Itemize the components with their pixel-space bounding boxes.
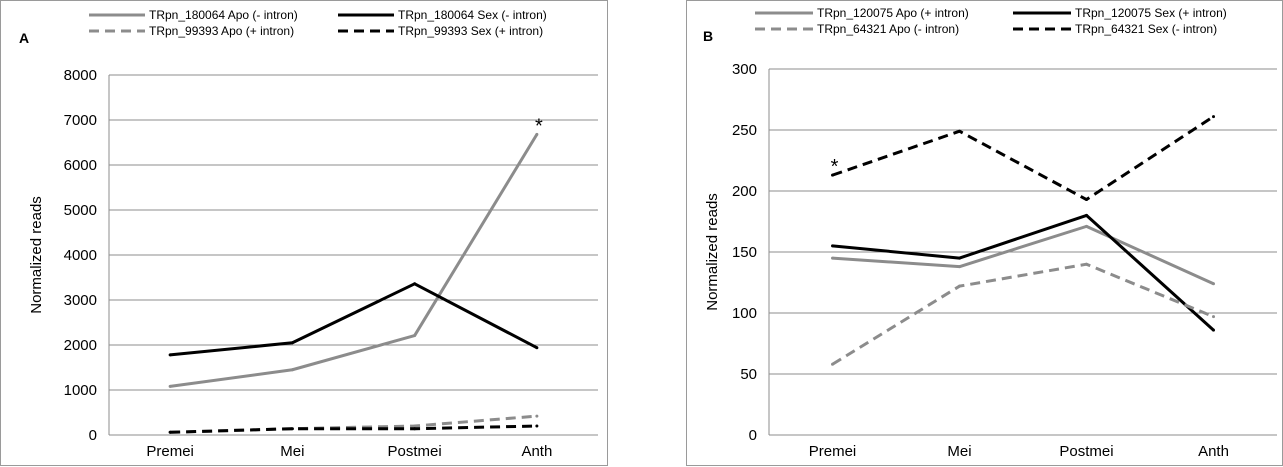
data-point: [1085, 262, 1088, 266]
data-point: [290, 427, 294, 431]
data-point: [831, 173, 834, 177]
data-point: [958, 265, 961, 269]
series-line: [169, 282, 538, 357]
data-point: [413, 334, 417, 338]
legend-label: TRpn_180064 Apo (- intron): [149, 8, 298, 22]
y-tick-label: 50: [740, 366, 757, 383]
data-point: [831, 362, 834, 366]
data-point: [831, 256, 834, 260]
series-line: [832, 115, 1215, 202]
legend-label: TRpn_180064 Sex (- intron): [398, 8, 547, 22]
data-point: [168, 353, 172, 357]
data-point: [1085, 213, 1088, 217]
y-tick-label: 100: [732, 305, 757, 322]
panel-label: A: [19, 30, 29, 46]
data-point: [535, 424, 539, 428]
significance-asterisk: *: [831, 156, 839, 178]
y-axis-label: Normalized reads: [704, 193, 721, 311]
data-point: [1085, 224, 1088, 228]
data-point: [413, 424, 417, 428]
y-tick-label: 6000: [64, 157, 97, 174]
data-point: [1212, 315, 1215, 319]
data-point: [413, 427, 417, 431]
legend-label: TRpn_99393 Apo (+ intron): [149, 24, 294, 38]
data-point: [1212, 115, 1215, 119]
chart-b-svg: B 0 50 100 150 200 250 300 Premei Mei Postmei Anth N…: [703, 6, 1277, 460]
y-tick-label: 250: [732, 122, 757, 139]
y-tick-label: 2000: [64, 337, 97, 354]
data-point: [1085, 198, 1088, 202]
y-tick-label: 0: [89, 427, 97, 444]
legend-label: TRpn_64321 Apo (- intron): [817, 22, 959, 36]
series-line: [170, 424, 537, 434]
series-line: [832, 213, 1215, 332]
series-line: [831, 262, 1215, 366]
data-point: [958, 284, 961, 288]
significance-asterisk: *: [535, 115, 543, 137]
legend-label: TRpn_64321 Sex (- intron): [1075, 22, 1217, 36]
data-point: [168, 430, 172, 434]
x-tick-label: Mei: [947, 443, 971, 460]
x-tick-label: Premei: [809, 443, 857, 460]
data-point: [958, 129, 961, 133]
x-tick-label: Premei: [146, 443, 194, 460]
x-tick-label: Mei: [280, 443, 304, 460]
legend-label: TRpn_120075 Sex (+ intron): [1075, 6, 1227, 20]
y-tick-label: 4000: [64, 247, 97, 264]
y-tick-label: 5000: [64, 202, 97, 219]
data-point: [168, 384, 172, 388]
x-tick-label: Postmei: [1059, 443, 1113, 460]
y-tick-label: 150: [732, 244, 757, 261]
y-tick-label: 7000: [64, 112, 97, 129]
data-point: [1212, 282, 1215, 286]
y-tick-label: 1000: [64, 382, 97, 399]
x-tick-label: Postmei: [388, 443, 442, 460]
data-point: [535, 132, 539, 136]
y-tick-label: 8000: [64, 67, 97, 84]
chart-panel-b: B 0 50 100 150 200 250 300 Premei Mei Postmei Anth N…: [686, 0, 1283, 466]
y-tick-label: 0: [749, 427, 757, 444]
series-line: [169, 133, 539, 388]
legend-label: TRpn_120075 Apo (+ intron): [817, 6, 969, 20]
panel-label: B: [703, 28, 713, 44]
data-point: [831, 244, 834, 248]
x-tick-label: Anth: [521, 443, 552, 460]
y-tick-label: 300: [732, 61, 757, 78]
y-tick-label: 3000: [64, 292, 97, 309]
legend-label: TRpn_99393 Sex (+ intron): [398, 24, 543, 38]
series-line: [832, 224, 1215, 286]
data-point: [535, 346, 539, 350]
chart-panel-a: A 0 1000 2000 3000 4000 5000 6000 7000 8000 Premei…: [0, 0, 608, 466]
data-point: [535, 414, 539, 418]
data-point: [958, 256, 961, 260]
data-point: [1212, 328, 1215, 332]
x-tick-label: Anth: [1198, 443, 1229, 460]
data-point: [290, 368, 294, 372]
data-point: [290, 341, 294, 345]
chart-a-svg: A 0 1000 2000 3000 4000 5000 6000 7000 8000 Premei…: [19, 8, 598, 460]
data-point: [413, 282, 417, 286]
y-tick-label: 200: [732, 183, 757, 200]
y-axis-label: Normalized reads: [28, 196, 45, 314]
